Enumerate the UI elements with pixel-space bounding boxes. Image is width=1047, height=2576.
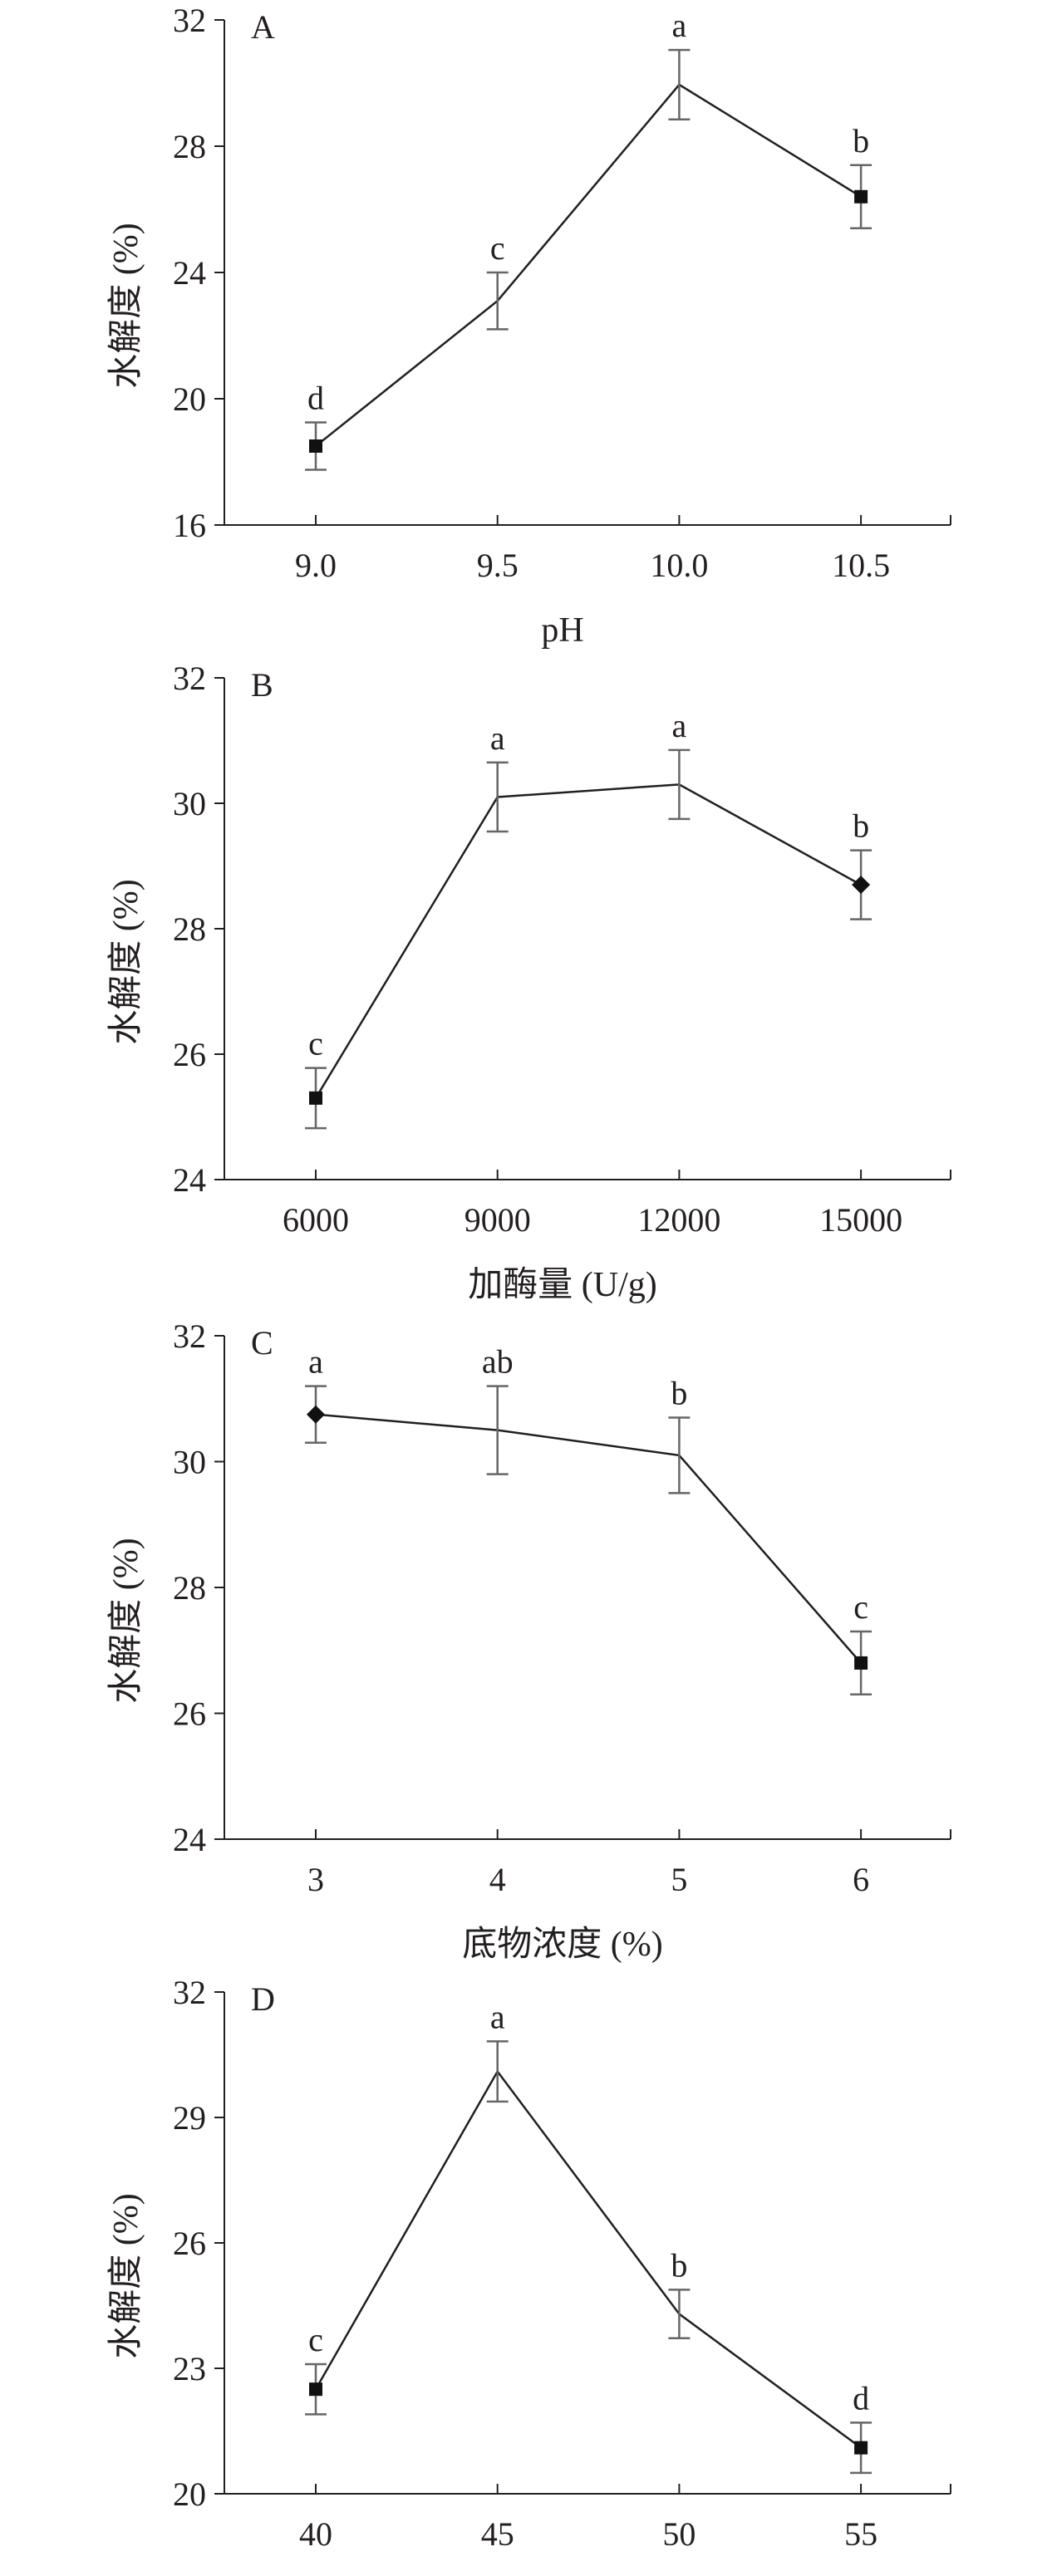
y-tick-label: 20 [173,380,206,418]
panel-label: D [251,1980,275,2018]
y-tick-label: 24 [173,1821,206,1858]
y-tick-label: 24 [173,1161,206,1199]
data-point-marker [309,439,322,453]
x-tick-label: 50 [662,2515,696,2553]
x-tick-label: 6 [853,1861,869,1898]
y-tick-label: 16 [173,507,206,544]
significance-letter: a [490,1998,505,2035]
y-tick-label: 32 [173,660,206,697]
x-tick-label: 3 [307,1861,324,1898]
significance-letter: c [308,2321,323,2358]
significance-letter: b [853,122,869,159]
significance-letter: c [490,229,505,267]
significance-letter: b [853,807,869,845]
series-line [315,1413,863,1664]
y-axis-title: 水解度 (%) [107,1538,145,1703]
series-line [315,83,862,447]
y-tick-label: 32 [173,2,206,39]
y-tick-label: 29 [173,2099,206,2137]
significance-letter: c [853,1588,868,1626]
x-tick-label: 9.0 [295,547,337,584]
x-axis-title: 底物浓度 (%) [462,1926,662,1964]
panel-label: C [251,1324,273,1362]
significance-letter: ab [482,1343,514,1381]
data-point-marker [854,189,868,204]
x-tick-label: 15000 [819,1201,902,1239]
significance-letter: c [308,1025,323,1062]
x-axis-title: pH [541,611,583,650]
panel-label: B [251,666,273,704]
series-line [314,783,862,1099]
significance-letter: b [671,2246,687,2284]
significance-letter: d [853,2379,869,2417]
chart-panel-b: 24 26 28 30 32 6000 9000 12000 15000 B 加酶量 (U/g) 水解… [107,660,951,1304]
y-tick-label: 20 [173,2475,206,2513]
y-tick-label: 30 [173,785,206,822]
significance-letter: b [671,1374,687,1411]
x-tick-label: 10.0 [650,547,708,584]
y-axis-title: 水解度 (%) [107,879,145,1044]
x-axis-title: 加酶量 (U/g) [468,1266,656,1304]
y-tick-label: 28 [173,910,206,948]
significance-letter: d [307,380,324,417]
y-axis-title: 水解度 (%) [107,223,145,388]
y-tick-label: 28 [173,1569,206,1607]
data-point-marker [854,1656,868,1670]
y-tick-label: 26 [173,2225,206,2262]
x-tick-label: 55 [844,2515,877,2553]
significance-letter: a [672,707,687,744]
series-line [314,2069,862,2449]
y-tick-label: 30 [173,1444,206,1481]
x-tick-label: 45 [481,2515,514,2553]
panel-label: A [251,8,275,46]
x-tick-label: 9000 [465,1201,531,1239]
data-point-marker [309,2382,322,2397]
x-tick-label: 10.5 [832,547,890,584]
y-tick-label: 26 [173,1695,206,1733]
data-point-marker [854,2441,868,2455]
y-tick-label: 24 [173,254,206,292]
data-point-marker [852,876,871,895]
y-axis-title: 水解度 (%) [107,2193,145,2358]
y-tick-label: 28 [173,128,206,165]
y-tick-label: 26 [173,1036,206,1073]
x-tick-label: 4 [489,1861,506,1898]
y-tick-label: 32 [173,1974,206,2011]
chart-panel-a: 16 20 24 28 32 9.0 9.5 10.0 10.5 ApH 水解度 (%) d c a b [107,2,951,650]
x-tick-label: 5 [671,1861,687,1898]
x-tick-label: 9.5 [477,547,519,584]
data-point-marker [309,1091,322,1105]
x-tick-label: 12000 [637,1201,720,1239]
significance-letter: a [490,719,505,757]
y-tick-label: 32 [173,1317,206,1355]
y-tick-label: 23 [173,2350,206,2387]
x-tick-label: 40 [299,2515,332,2553]
x-tick-label: 6000 [283,1201,349,1239]
significance-letter: a [308,1343,323,1381]
data-point-marker [307,1405,325,1424]
significance-letter: a [672,7,687,44]
